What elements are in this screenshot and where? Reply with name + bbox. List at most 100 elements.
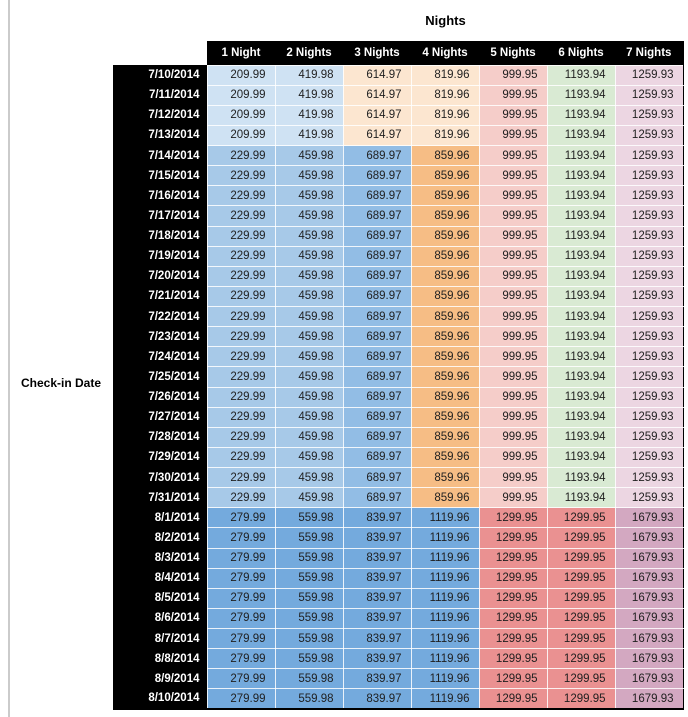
price-cell: 1193.94 — [546, 426, 616, 448]
price-cell: 999.95 — [478, 346, 548, 368]
date-cell: 7/31/2014 — [113, 487, 207, 508]
price-cell: 279.99 — [206, 567, 276, 589]
price-cell: 559.98 — [274, 567, 344, 589]
price-cell: 1193.94 — [546, 124, 616, 147]
price-cell: 1299.95 — [478, 547, 548, 569]
column-header: 7 Nights — [615, 41, 684, 65]
price-cell: 559.98 — [274, 587, 344, 609]
price-cell: 1193.94 — [546, 285, 616, 308]
price-cell: 279.99 — [206, 648, 276, 670]
date-cell: 7/14/2014 — [113, 145, 207, 166]
price-cell: 419.98 — [274, 64, 344, 86]
table-row: 8/3/2014 279.99 559.98 839.97 1119.96 1299.95… — [113, 547, 684, 569]
price-cell: 689.97 — [342, 205, 412, 227]
price-cell: 859.96 — [410, 386, 480, 408]
table-row: 7/23/2014 229.99 459.98 689.97 859.96 999.95 1… — [113, 326, 684, 348]
date-cell: 8/10/2014 — [113, 688, 207, 711]
price-cell: 689.97 — [342, 346, 412, 368]
date-cell: 7/10/2014 — [113, 65, 207, 86]
price-cell: 819.96 — [410, 64, 480, 86]
price-cell: 229.99 — [206, 185, 276, 207]
price-cell: 859.96 — [410, 305, 480, 328]
price-cell: 1259.93 — [614, 265, 684, 287]
price-cell: 1299.95 — [478, 668, 548, 690]
price-cell: 999.95 — [478, 84, 548, 106]
price-cell: 999.95 — [478, 466, 548, 489]
price-cell: 689.97 — [342, 386, 412, 408]
price-cell: 419.98 — [274, 104, 344, 126]
price-cell: 614.97 — [342, 64, 412, 86]
price-cell: 1259.93 — [614, 84, 684, 106]
price-cell: 689.97 — [342, 144, 412, 167]
price-cell: 1679.93 — [614, 627, 684, 650]
price-cell: 1259.93 — [614, 285, 684, 308]
date-cell: 8/3/2014 — [113, 548, 207, 569]
price-cell: 1259.93 — [614, 386, 684, 408]
price-cell: 1299.95 — [546, 507, 616, 529]
date-cell: 8/5/2014 — [113, 588, 207, 609]
price-cell: 1193.94 — [546, 305, 616, 328]
price-cell: 1299.95 — [546, 587, 616, 609]
price-cell: 1299.95 — [478, 587, 548, 609]
price-cell: 1193.94 — [546, 165, 616, 187]
price-cell: 689.97 — [342, 225, 412, 247]
table-row: 7/29/2014 229.99 459.98 689.97 859.96 999.95 1… — [113, 446, 684, 469]
price-cell: 1679.93 — [614, 648, 684, 670]
price-cell: 209.99 — [206, 84, 276, 106]
price-cell: 229.99 — [206, 366, 276, 388]
price-cell: 229.99 — [206, 144, 276, 167]
price-cell: 999.95 — [478, 205, 548, 227]
price-cell: 459.98 — [274, 366, 344, 388]
price-cell: 1299.95 — [478, 648, 548, 670]
price-cell: 999.95 — [478, 305, 548, 328]
price-cell: 859.96 — [410, 426, 480, 448]
price-cell: 1299.95 — [546, 688, 616, 711]
price-cell: 1299.95 — [546, 668, 616, 690]
price-cell: 459.98 — [274, 487, 344, 509]
table-row: 8/2/2014 279.99 559.98 839.97 1119.96 1299.95… — [113, 527, 684, 549]
table-row: 8/8/2014 279.99 559.98 839.97 1119.96 1299.95… — [113, 648, 684, 670]
price-cell: 1259.93 — [614, 466, 684, 489]
price-cell: 999.95 — [478, 366, 548, 388]
date-cell: 7/24/2014 — [113, 346, 207, 367]
price-cell: 1193.94 — [546, 104, 616, 126]
price-cell: 1679.93 — [614, 587, 684, 609]
price-cell: 459.98 — [274, 185, 344, 207]
table-row: 7/11/2014 209.99 419.98 614.97 819.96 999.95 1… — [113, 84, 684, 106]
price-cell: 1259.93 — [614, 326, 684, 348]
price-cell: 859.96 — [410, 466, 480, 489]
table-row: 7/25/2014 229.99 459.98 689.97 859.96 999.95 1… — [113, 366, 684, 388]
table-row: 7/15/2014 229.99 459.98 689.97 859.96 999.95 1… — [113, 165, 684, 187]
date-cell: 7/16/2014 — [113, 185, 207, 206]
price-cell: 1259.93 — [614, 124, 684, 147]
price-cell: 689.97 — [342, 466, 412, 489]
table-row: 8/6/2014 279.99 559.98 839.97 1119.96 1299.95… — [113, 607, 684, 630]
price-cell: 459.98 — [274, 346, 344, 368]
price-cell: 689.97 — [342, 165, 412, 187]
price-cell: 559.98 — [274, 668, 344, 690]
price-cell: 839.97 — [342, 668, 412, 690]
price-cell: 1193.94 — [546, 326, 616, 348]
price-cell: 614.97 — [342, 84, 412, 106]
price-cell: 999.95 — [478, 64, 548, 86]
date-cell: 8/9/2014 — [113, 668, 207, 689]
price-cell: 229.99 — [206, 426, 276, 448]
price-cell: 279.99 — [206, 688, 276, 711]
price-cell: 459.98 — [274, 426, 344, 448]
price-cell: 1193.94 — [546, 386, 616, 408]
price-cell: 839.97 — [342, 507, 412, 529]
table-row: 7/14/2014 229.99 459.98 689.97 859.96 999.95 1… — [113, 144, 684, 167]
price-cell: 1259.93 — [614, 64, 684, 86]
price-cell: 1259.93 — [614, 245, 684, 267]
price-cell: 839.97 — [342, 607, 412, 630]
price-cell: 229.99 — [206, 165, 276, 187]
table-row: 7/18/2014 229.99 459.98 689.97 859.96 999.95 1… — [113, 225, 684, 247]
price-cell: 279.99 — [206, 507, 276, 529]
table-row: 7/16/2014 229.99 459.98 689.97 859.96 999.95 1… — [113, 185, 684, 207]
date-cell: 8/1/2014 — [113, 507, 207, 528]
price-cell: 279.99 — [206, 587, 276, 609]
price-cell: 1259.93 — [614, 487, 684, 509]
left-gutter-line — [8, 0, 10, 717]
price-cell: 1299.95 — [546, 527, 616, 549]
price-cell: 1259.93 — [614, 446, 684, 469]
